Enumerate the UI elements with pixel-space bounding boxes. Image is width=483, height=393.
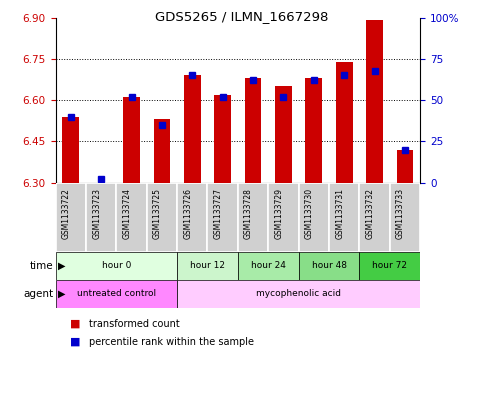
Text: GSM1133730: GSM1133730 <box>305 188 314 239</box>
Text: time: time <box>29 261 53 271</box>
Bar <box>238 183 268 252</box>
Bar <box>245 78 261 183</box>
Text: GDS5265 / ILMN_1667298: GDS5265 / ILMN_1667298 <box>155 10 328 23</box>
Text: GSM1133723: GSM1133723 <box>92 188 101 239</box>
Bar <box>116 183 147 252</box>
Bar <box>359 183 390 252</box>
Text: ■: ■ <box>70 319 81 329</box>
Bar <box>56 252 177 280</box>
Text: GSM1133725: GSM1133725 <box>153 188 162 239</box>
Text: agent: agent <box>23 289 53 299</box>
Bar <box>177 183 208 252</box>
Bar <box>177 252 238 280</box>
Bar <box>154 119 170 183</box>
Bar <box>208 183 238 252</box>
Bar <box>336 62 353 183</box>
Text: hour 48: hour 48 <box>312 261 346 270</box>
Bar <box>177 280 420 308</box>
Bar <box>268 183 298 252</box>
Bar <box>298 183 329 252</box>
Bar <box>397 150 413 183</box>
Text: GSM1133729: GSM1133729 <box>274 188 284 239</box>
Text: GSM1133732: GSM1133732 <box>366 188 375 239</box>
Bar <box>56 183 86 252</box>
Text: GSM1133727: GSM1133727 <box>213 188 223 239</box>
Bar <box>86 183 116 252</box>
Bar <box>390 183 420 252</box>
Text: ▶: ▶ <box>58 261 66 271</box>
Bar <box>298 252 359 280</box>
Bar <box>366 20 383 183</box>
Text: GSM1133726: GSM1133726 <box>183 188 192 239</box>
Text: hour 24: hour 24 <box>251 261 286 270</box>
Text: hour 0: hour 0 <box>101 261 131 270</box>
Bar <box>275 86 292 183</box>
Bar <box>238 252 298 280</box>
Bar <box>147 183 177 252</box>
Text: GSM1133733: GSM1133733 <box>396 188 405 239</box>
Bar <box>214 95 231 183</box>
Bar <box>62 117 79 183</box>
Text: GSM1133724: GSM1133724 <box>123 188 131 239</box>
Text: hour 72: hour 72 <box>372 261 407 270</box>
Text: ■: ■ <box>70 336 81 347</box>
Bar <box>56 280 177 308</box>
Bar <box>359 252 420 280</box>
Text: transformed count: transformed count <box>89 319 180 329</box>
Text: GSM1133728: GSM1133728 <box>244 188 253 239</box>
Text: ▶: ▶ <box>58 289 66 299</box>
Bar <box>305 78 322 183</box>
Text: GSM1133731: GSM1133731 <box>335 188 344 239</box>
Text: mycophenolic acid: mycophenolic acid <box>256 290 341 298</box>
Text: GSM1133722: GSM1133722 <box>62 188 71 239</box>
Bar <box>184 75 200 183</box>
Bar <box>329 183 359 252</box>
Text: hour 12: hour 12 <box>190 261 225 270</box>
Text: percentile rank within the sample: percentile rank within the sample <box>89 336 255 347</box>
Text: untreated control: untreated control <box>77 290 156 298</box>
Bar <box>123 97 140 183</box>
